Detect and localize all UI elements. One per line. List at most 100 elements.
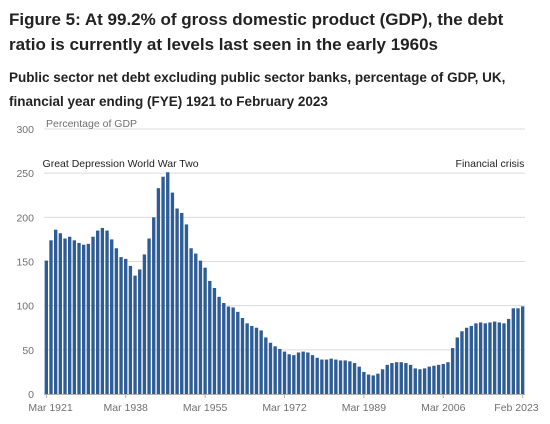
bar [511,308,515,394]
y-tick-label: 200 [16,212,34,224]
y-tick-label: 300 [16,124,34,136]
bar [217,296,221,394]
bar [380,369,385,394]
bar [413,368,417,394]
bar [156,188,161,394]
bar [189,248,193,394]
bar [226,306,231,394]
bar [376,373,380,394]
bar [464,327,469,394]
bar [506,318,511,394]
bar [236,311,240,394]
bar [203,267,207,394]
bar [259,330,263,394]
bar [124,258,128,394]
bar [371,375,375,394]
bar [357,366,361,394]
bar [68,236,72,394]
bar [105,230,109,394]
bar [338,360,343,394]
bar [208,280,212,394]
bar [82,244,86,394]
bar [100,227,105,394]
bar [520,306,525,394]
bar [287,354,291,394]
bar [301,351,305,394]
bar [240,318,245,394]
bar [110,239,114,394]
bar [44,260,49,394]
bar [320,359,324,394]
bar [161,176,165,394]
bar [469,325,473,394]
bar [455,337,459,394]
bar [114,248,119,394]
bar [483,323,487,394]
bar [166,172,170,394]
y-tick-label: 150 [16,257,34,269]
bar [478,322,483,394]
annotation-label: Financial crisis [456,158,525,170]
x-tick-label: Mar 1972 [262,402,307,414]
bar [142,254,147,394]
bar [170,192,175,394]
bar [427,366,431,394]
y-tick-label: 250 [16,168,34,180]
bar [282,351,287,394]
bar [474,323,478,394]
y-tick-label: 100 [16,301,34,313]
bar [324,359,329,394]
bar [133,275,137,394]
bar [502,323,506,394]
bar [362,371,366,394]
bar [446,362,450,394]
bar [212,288,217,394]
bar [268,342,273,394]
bar [198,260,203,394]
bar [418,369,422,394]
bar [366,374,371,394]
bar [194,253,198,394]
bar [334,359,338,394]
bar [49,240,53,394]
bar [254,327,259,394]
bar [394,362,399,394]
bar [296,352,301,394]
bar [408,364,413,394]
annotations: Great Depression World War Two Financial c… [43,158,525,170]
bar [516,308,520,394]
bar [273,346,277,394]
bar [138,269,142,394]
bar [184,224,189,394]
bar [352,363,357,394]
chart-subtitle: Public sector net debt excluding public … [9,70,506,109]
bar [175,208,179,394]
x-axis-ticks: Mar 1921 Mar 1938 Mar 1955 Mar 1972 Mar 1989… [28,394,539,414]
bar [441,363,445,394]
bar [390,363,394,394]
x-tick-label: Mar 2006 [421,402,466,414]
bar [497,322,501,394]
x-tick-label: Mar 1989 [342,402,387,414]
bar [348,361,352,394]
chart-title: Figure 5: At 99.2% of gross domestic pro… [9,10,504,54]
bar [460,331,464,394]
bar [310,355,315,394]
bar [315,357,319,394]
bar [152,217,156,394]
y-tick-label: 50 [22,345,34,357]
bar [231,307,235,394]
bar [432,365,436,394]
bar [245,323,249,394]
bar [63,238,67,394]
x-tick-label: Feb 2023 [494,402,539,414]
bar [222,303,226,394]
bar [404,363,408,394]
x-tick-label: Mar 1938 [104,402,149,414]
bar [119,257,123,394]
bar [53,229,58,394]
bar [278,348,282,394]
bar [147,238,151,394]
bar [86,243,91,394]
